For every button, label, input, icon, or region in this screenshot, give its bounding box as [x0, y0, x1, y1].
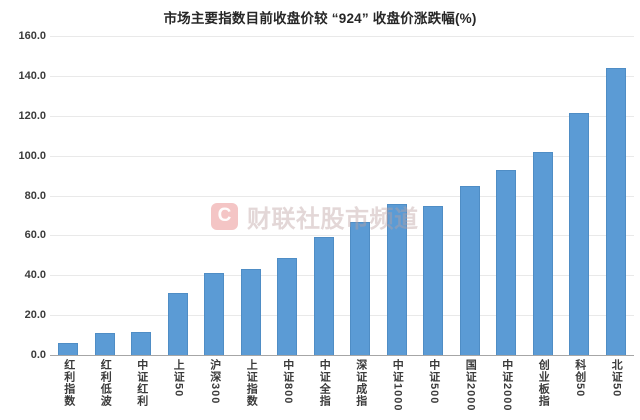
- gridline-y-20: [50, 315, 634, 316]
- bar-slot: [525, 36, 562, 355]
- y-tick-label: 0.0: [30, 349, 46, 361]
- chart-title: 市场主要指数目前收盘价较 “924” 收盘价涨跌幅(%): [163, 11, 477, 26]
- bar-中证500: [423, 205, 444, 355]
- x-tick-label: 中证2000: [500, 359, 513, 412]
- bar-深证成指: [350, 221, 371, 355]
- bar-slot: [160, 36, 197, 355]
- x-label-slot: 沪深300: [196, 359, 233, 417]
- x-tick-label: 北证50: [610, 359, 623, 398]
- gridline-y-100: [50, 156, 634, 157]
- x-label-slot: 北证50: [598, 359, 635, 417]
- bar-中证2000: [496, 170, 517, 355]
- bar-中证全指: [313, 236, 334, 355]
- bar-slot: [598, 36, 635, 355]
- x-label-slot: 红利低波: [87, 359, 124, 417]
- bar-中证1000: [386, 203, 407, 355]
- gridline-y-60: [50, 235, 634, 236]
- x-tick-label: 中证红利: [135, 359, 148, 407]
- x-tick-label: 红利低波: [99, 359, 112, 407]
- bar-红利指数: [58, 342, 79, 355]
- x-label-slot: 中证1000: [379, 359, 416, 417]
- y-tick-label: 140.0: [18, 70, 46, 82]
- bar-科创50: [569, 112, 590, 355]
- x-label-slot: 国证2000: [452, 359, 489, 417]
- gridline-y-120: [50, 116, 634, 117]
- x-tick-label: 深证成指: [354, 359, 367, 407]
- y-tick-label: 120.0: [18, 110, 46, 122]
- bar-slot: [342, 36, 379, 355]
- bar-slot: [306, 36, 343, 355]
- x-label-slot: 上证50: [160, 359, 197, 417]
- bar-slot: [488, 36, 525, 355]
- x-tick-label: 红利指数: [62, 359, 75, 407]
- gridline-y-40: [50, 275, 634, 276]
- bar-slot: [415, 36, 452, 355]
- x-label-slot: 深证成指: [342, 359, 379, 417]
- gridline-y-80: [50, 196, 634, 197]
- x-tick-label: 科创50: [573, 359, 586, 398]
- plot-area: [50, 36, 634, 356]
- bar-slot: [50, 36, 87, 355]
- bar-北证50: [605, 67, 626, 355]
- x-tick-label: 中证800: [281, 359, 294, 405]
- y-tick-label: 40.0: [24, 269, 46, 281]
- gridline-y-160: [50, 36, 634, 37]
- bar-国证2000: [459, 185, 480, 355]
- x-tick-label: 中证500: [427, 359, 440, 405]
- y-tick-label: 80.0: [24, 190, 46, 202]
- x-label-slot: 中证500: [415, 359, 452, 417]
- bar-slot: [87, 36, 124, 355]
- gridline-y-140: [50, 76, 634, 77]
- bar-slot: [123, 36, 160, 355]
- bar-slot: [379, 36, 416, 355]
- x-axis-labels: 红利指数 红利低波 中证红利 上证50 沪深300 上证指数 中证800 中证全指 深证成指 中证…: [50, 359, 634, 417]
- bar-slot: [561, 36, 598, 355]
- bars-container: [50, 36, 634, 355]
- y-tick-label: 60.0: [24, 229, 46, 241]
- x-tick-label: 中证1000: [391, 359, 404, 412]
- y-tick-label: 160.0: [18, 30, 46, 42]
- x-label-slot: 中证2000: [488, 359, 525, 417]
- x-tick-label: 上证指数: [245, 359, 258, 407]
- x-label-slot: 中证全指: [306, 359, 343, 417]
- x-label-slot: 创业板指: [525, 359, 562, 417]
- bar-slot: [452, 36, 489, 355]
- bar-中证800: [277, 257, 298, 355]
- x-label-slot: 中证800: [269, 359, 306, 417]
- y-tick-label: 20.0: [24, 309, 46, 321]
- bar-中证红利: [131, 331, 152, 355]
- bar-上证指数: [240, 268, 261, 355]
- bar-红利低波: [94, 333, 115, 355]
- x-tick-label: 国证2000: [464, 359, 477, 412]
- bar-slot: [269, 36, 306, 355]
- bar-创业板指: [532, 151, 553, 355]
- x-tick-label: 创业板指: [537, 359, 550, 407]
- bar-沪深300: [204, 273, 225, 355]
- y-tick-label: 100.0: [18, 150, 46, 162]
- x-tick-label: 中证全指: [318, 359, 331, 407]
- x-label-slot: 上证指数: [233, 359, 270, 417]
- x-label-slot: 中证红利: [123, 359, 160, 417]
- x-label-slot: 科创50: [561, 359, 598, 417]
- bar-slot: [196, 36, 233, 355]
- x-tick-label: 沪深300: [208, 359, 221, 405]
- bar-上证50: [167, 293, 188, 355]
- x-label-slot: 红利指数: [50, 359, 87, 417]
- bar-slot: [233, 36, 270, 355]
- x-tick-label: 上证50: [172, 359, 185, 398]
